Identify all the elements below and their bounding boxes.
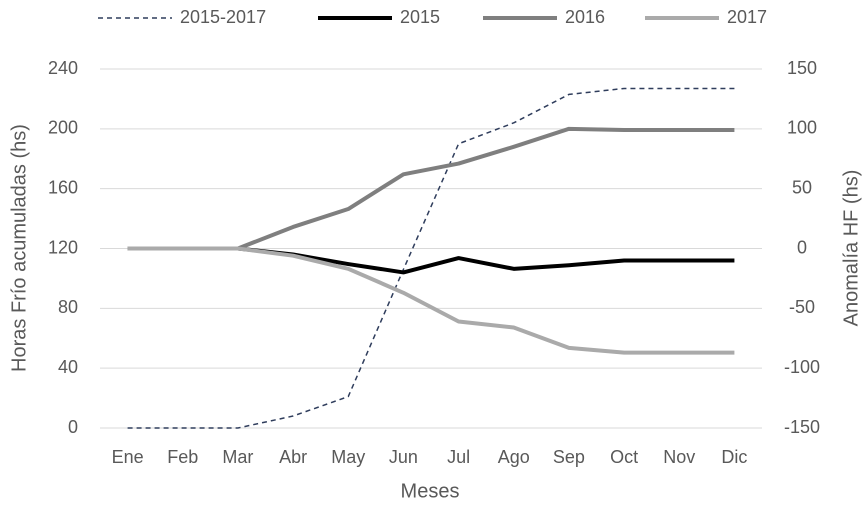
- y-tick-label: 240: [48, 58, 78, 78]
- legend-label: 2016: [565, 7, 605, 27]
- series-line: [127, 87, 735, 429]
- y-tick-label: 200: [48, 118, 78, 138]
- x-tick-label: May: [331, 447, 365, 467]
- x-tick-label: Abr: [279, 447, 307, 467]
- series-line: [127, 246, 735, 275]
- x-tick-label: Nov: [663, 447, 695, 467]
- y2-tick-label: 0: [797, 237, 807, 257]
- y-axis-title: Horas Frío acumuladas (hs): [8, 124, 30, 372]
- y2-tick-label: -100: [784, 357, 820, 377]
- x-tick-label: Ene: [112, 447, 144, 467]
- y2-axis-title: Anomalía HF (hs): [840, 170, 862, 327]
- x-tick-label: Ago: [498, 447, 530, 467]
- x-tick-label: Jun: [389, 447, 418, 467]
- x-tick-label: Oct: [610, 447, 638, 467]
- x-axis-title: Meses: [401, 480, 460, 502]
- y-tick-label: 40: [58, 357, 78, 377]
- y-tick-label: 160: [48, 177, 78, 197]
- legend-label: 2017: [727, 7, 767, 27]
- x-tick-label: Jul: [447, 447, 470, 467]
- x-tick-label: Dic: [721, 447, 747, 467]
- legend-label: 2015-2017: [180, 7, 266, 27]
- x-tick-label: Feb: [167, 447, 198, 467]
- y2-tick-label: 100: [787, 118, 817, 138]
- y2-tick-label: 150: [787, 58, 817, 78]
- y-tick-label: 120: [48, 237, 78, 257]
- y2-tick-label: -150: [784, 417, 820, 437]
- y-tick-label: 0: [68, 417, 78, 437]
- series-line: [127, 246, 735, 355]
- x-tick-label: Sep: [553, 447, 585, 467]
- y2-tick-label: 50: [792, 177, 812, 197]
- y-tick-label: 80: [58, 297, 78, 317]
- x-tick-label: Mar: [222, 447, 253, 467]
- legend-label: 2015: [400, 7, 440, 27]
- y2-tick-label: -50: [789, 297, 815, 317]
